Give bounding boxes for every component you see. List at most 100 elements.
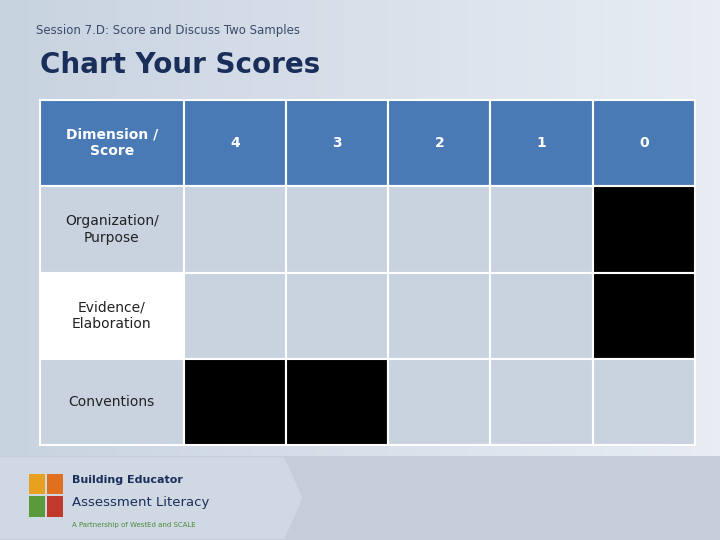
- Bar: [0, 534, 720, 539]
- Bar: [184, 273, 286, 359]
- Bar: [0, 532, 720, 537]
- Bar: [286, 273, 388, 359]
- Bar: [0, 530, 720, 535]
- Text: 2: 2: [434, 136, 444, 150]
- Text: Session 7.D: Score and Discuss Two Samples: Session 7.D: Score and Discuss Two Sampl…: [36, 24, 300, 37]
- Bar: [0, 530, 720, 535]
- Bar: [0, 534, 720, 539]
- Bar: [0, 531, 720, 537]
- Bar: [0, 530, 720, 535]
- Bar: [0, 531, 720, 536]
- Bar: [0, 533, 720, 538]
- Bar: [0, 532, 720, 538]
- Bar: [0, 530, 720, 536]
- Bar: [0, 534, 720, 539]
- Bar: [0, 532, 720, 537]
- Bar: [0, 531, 720, 536]
- Bar: [0, 532, 720, 537]
- Bar: [0, 535, 720, 540]
- Text: Assessment Literacy: Assessment Literacy: [72, 496, 210, 509]
- Bar: [0, 529, 720, 535]
- Bar: [0, 534, 720, 539]
- Bar: [0, 532, 720, 538]
- Bar: [0, 531, 720, 537]
- Bar: [0, 532, 720, 538]
- Bar: [0, 533, 720, 538]
- Bar: [593, 359, 695, 446]
- Text: A Partnership of WestEd and SCALE: A Partnership of WestEd and SCALE: [72, 522, 196, 528]
- Bar: [388, 186, 490, 273]
- Bar: [0, 530, 720, 535]
- Bar: [47, 474, 63, 495]
- Bar: [286, 186, 388, 273]
- Text: 0: 0: [639, 136, 649, 150]
- Bar: [0, 532, 720, 537]
- Bar: [40, 273, 184, 359]
- Bar: [0, 532, 720, 537]
- Bar: [0, 529, 720, 535]
- Bar: [0, 534, 720, 539]
- Bar: [0, 535, 720, 540]
- Bar: [0, 530, 720, 536]
- Bar: [0, 535, 720, 540]
- Bar: [0, 534, 720, 539]
- Bar: [40, 359, 184, 446]
- Bar: [0, 529, 720, 535]
- Bar: [0, 530, 720, 536]
- Bar: [0, 534, 720, 539]
- Bar: [0, 532, 720, 538]
- Bar: [593, 100, 695, 186]
- Bar: [0, 529, 720, 535]
- Bar: [388, 273, 490, 359]
- Bar: [40, 186, 184, 273]
- Bar: [286, 359, 388, 446]
- Bar: [0, 456, 720, 540]
- Text: 3: 3: [332, 136, 342, 150]
- Bar: [0, 532, 720, 537]
- Bar: [0, 534, 720, 539]
- Bar: [0, 530, 720, 535]
- Bar: [0, 531, 720, 537]
- Bar: [0, 531, 720, 536]
- Bar: [0, 532, 720, 538]
- Bar: [0, 535, 720, 540]
- Bar: [0, 532, 720, 538]
- Bar: [0, 535, 720, 540]
- Bar: [0, 532, 720, 537]
- Bar: [0, 531, 720, 537]
- Bar: [0, 533, 720, 538]
- Bar: [0, 533, 720, 538]
- Bar: [0, 531, 720, 536]
- Bar: [0, 530, 720, 536]
- Bar: [0, 531, 720, 536]
- Bar: [0, 534, 720, 539]
- Bar: [0, 530, 720, 536]
- Bar: [0, 534, 720, 539]
- Bar: [0, 531, 720, 536]
- Bar: [490, 100, 593, 186]
- Bar: [0, 534, 720, 539]
- Bar: [184, 359, 286, 446]
- Bar: [0, 530, 720, 535]
- Bar: [388, 100, 490, 186]
- Bar: [0, 534, 720, 539]
- Text: 4: 4: [230, 136, 240, 150]
- Bar: [0, 532, 720, 538]
- Bar: [0, 531, 720, 537]
- Bar: [0, 532, 720, 537]
- Bar: [490, 359, 593, 446]
- Bar: [0, 530, 720, 536]
- Bar: [0, 534, 720, 539]
- Bar: [29, 496, 45, 517]
- Bar: [184, 100, 286, 186]
- Bar: [388, 359, 490, 446]
- Bar: [0, 534, 720, 539]
- Bar: [0, 530, 720, 536]
- Bar: [0, 531, 720, 537]
- Bar: [0, 531, 720, 536]
- Bar: [0, 531, 720, 537]
- Bar: [0, 532, 720, 538]
- Text: Evidence/
Elaboration: Evidence/ Elaboration: [72, 301, 151, 331]
- Text: Building Educator: Building Educator: [72, 475, 183, 485]
- Bar: [29, 474, 45, 495]
